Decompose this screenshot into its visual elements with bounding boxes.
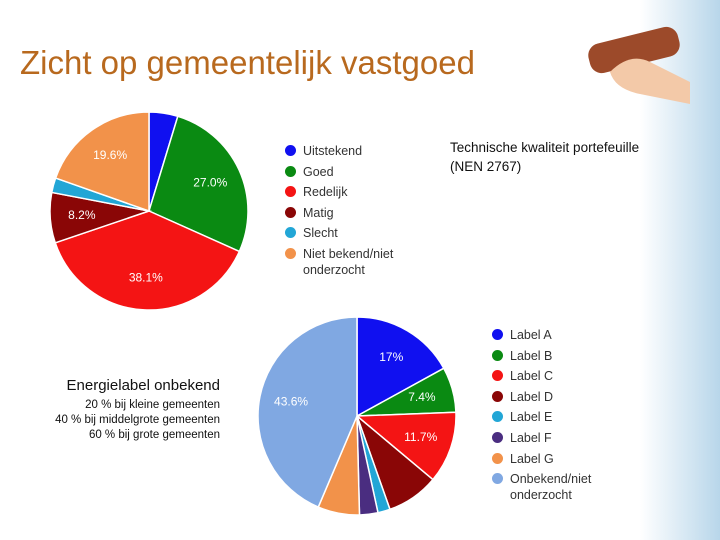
legend-swatch bbox=[492, 390, 503, 402]
legend-label: Niet bekend/niet onderzocht bbox=[303, 246, 394, 277]
legend-item: Label E bbox=[492, 409, 620, 425]
legend-label: Label C bbox=[510, 369, 554, 384]
notes-line: 60 % bij grote gemeenten bbox=[88, 429, 220, 441]
legend-item: Label A bbox=[492, 327, 620, 343]
legend-item: Redelijk bbox=[285, 184, 413, 200]
legend-swatch bbox=[285, 186, 296, 198]
legend-label: Label B bbox=[510, 348, 553, 363]
legend-item: Label G bbox=[492, 451, 620, 467]
slice-label: 11.7% bbox=[404, 430, 437, 444]
slide-title: Zicht op gemeentelijk vastgoed bbox=[20, 44, 475, 81]
pie-slice bbox=[54, 210, 241, 311]
legend: Label A Label B Label C Label D Label E Label… bbox=[492, 327, 620, 508]
legend-label: Label F bbox=[510, 430, 552, 445]
legend-item: Onbekend/niet onderzocht bbox=[492, 471, 620, 503]
legend-swatch bbox=[492, 452, 503, 464]
slice-label: 27.0% bbox=[193, 175, 227, 189]
pie-slice bbox=[356, 316, 445, 418]
legend-swatch bbox=[492, 370, 503, 382]
legend-item: Goed bbox=[285, 164, 413, 180]
slice-label: 19.6% bbox=[93, 148, 127, 162]
legend-label: Label A bbox=[510, 328, 552, 342]
legend-item: Matig bbox=[285, 205, 413, 221]
legend-swatch bbox=[285, 227, 296, 239]
legend-label: Matig bbox=[303, 205, 334, 220]
legend-label: Uitstekend bbox=[303, 144, 363, 158]
legend-label: Label E bbox=[510, 410, 553, 425]
legend-label: Slecht bbox=[303, 226, 338, 241]
slice-label: 38.1% bbox=[129, 270, 163, 284]
legend-swatch bbox=[492, 329, 503, 340]
legend-label: Label G bbox=[510, 451, 554, 466]
legend-swatch bbox=[492, 349, 503, 361]
legend-label: Redelijk bbox=[303, 185, 348, 200]
legend-item: Label F bbox=[492, 430, 620, 446]
chart-title: Technische kwaliteit portefeuille (NEN 2… bbox=[450, 140, 640, 174]
slice-label: 7.4% bbox=[408, 390, 436, 404]
slice-label: 8.2% bbox=[68, 208, 96, 222]
pie-slice bbox=[355, 411, 457, 481]
pie-slice bbox=[257, 316, 358, 509]
legend-label: Onbekend/niet onderzocht bbox=[510, 472, 592, 503]
legend-swatch bbox=[492, 411, 503, 423]
legend-swatch bbox=[285, 165, 296, 177]
slice-label: 17% bbox=[379, 350, 403, 364]
notes-heading: Energielabel onbekend bbox=[66, 377, 220, 394]
legend-swatch bbox=[285, 247, 296, 259]
slice-label: 43.6% bbox=[274, 395, 308, 409]
legend-swatch bbox=[285, 206, 296, 218]
legend-item: Label C bbox=[492, 368, 620, 384]
notes-line: 40 % bij middelgrote gemeenten bbox=[55, 414, 220, 426]
legend-item: Niet bekend/niet onderzocht bbox=[285, 246, 413, 278]
notes-line: 20 % bij kleine gemeenten bbox=[85, 399, 220, 411]
legend-item: Label D bbox=[492, 389, 620, 405]
pie-slice bbox=[148, 115, 249, 253]
legend-label: Label D bbox=[510, 389, 554, 404]
legend: Uitstekend Goed Redelijk Matig Slecht Niet be… bbox=[285, 143, 413, 283]
legend-swatch bbox=[285, 145, 296, 156]
legend-swatch bbox=[492, 431, 503, 443]
legend-swatch bbox=[492, 473, 503, 485]
legend-item: Slecht bbox=[285, 225, 413, 241]
legend-item: Label B bbox=[492, 348, 620, 364]
legend-item: Uitstekend bbox=[285, 143, 413, 159]
legend-label: Goed bbox=[303, 164, 334, 179]
notes: Energielabel onbekend 20 % bij kleine ge… bbox=[10, 377, 220, 443]
pie-slice bbox=[54, 111, 150, 213]
